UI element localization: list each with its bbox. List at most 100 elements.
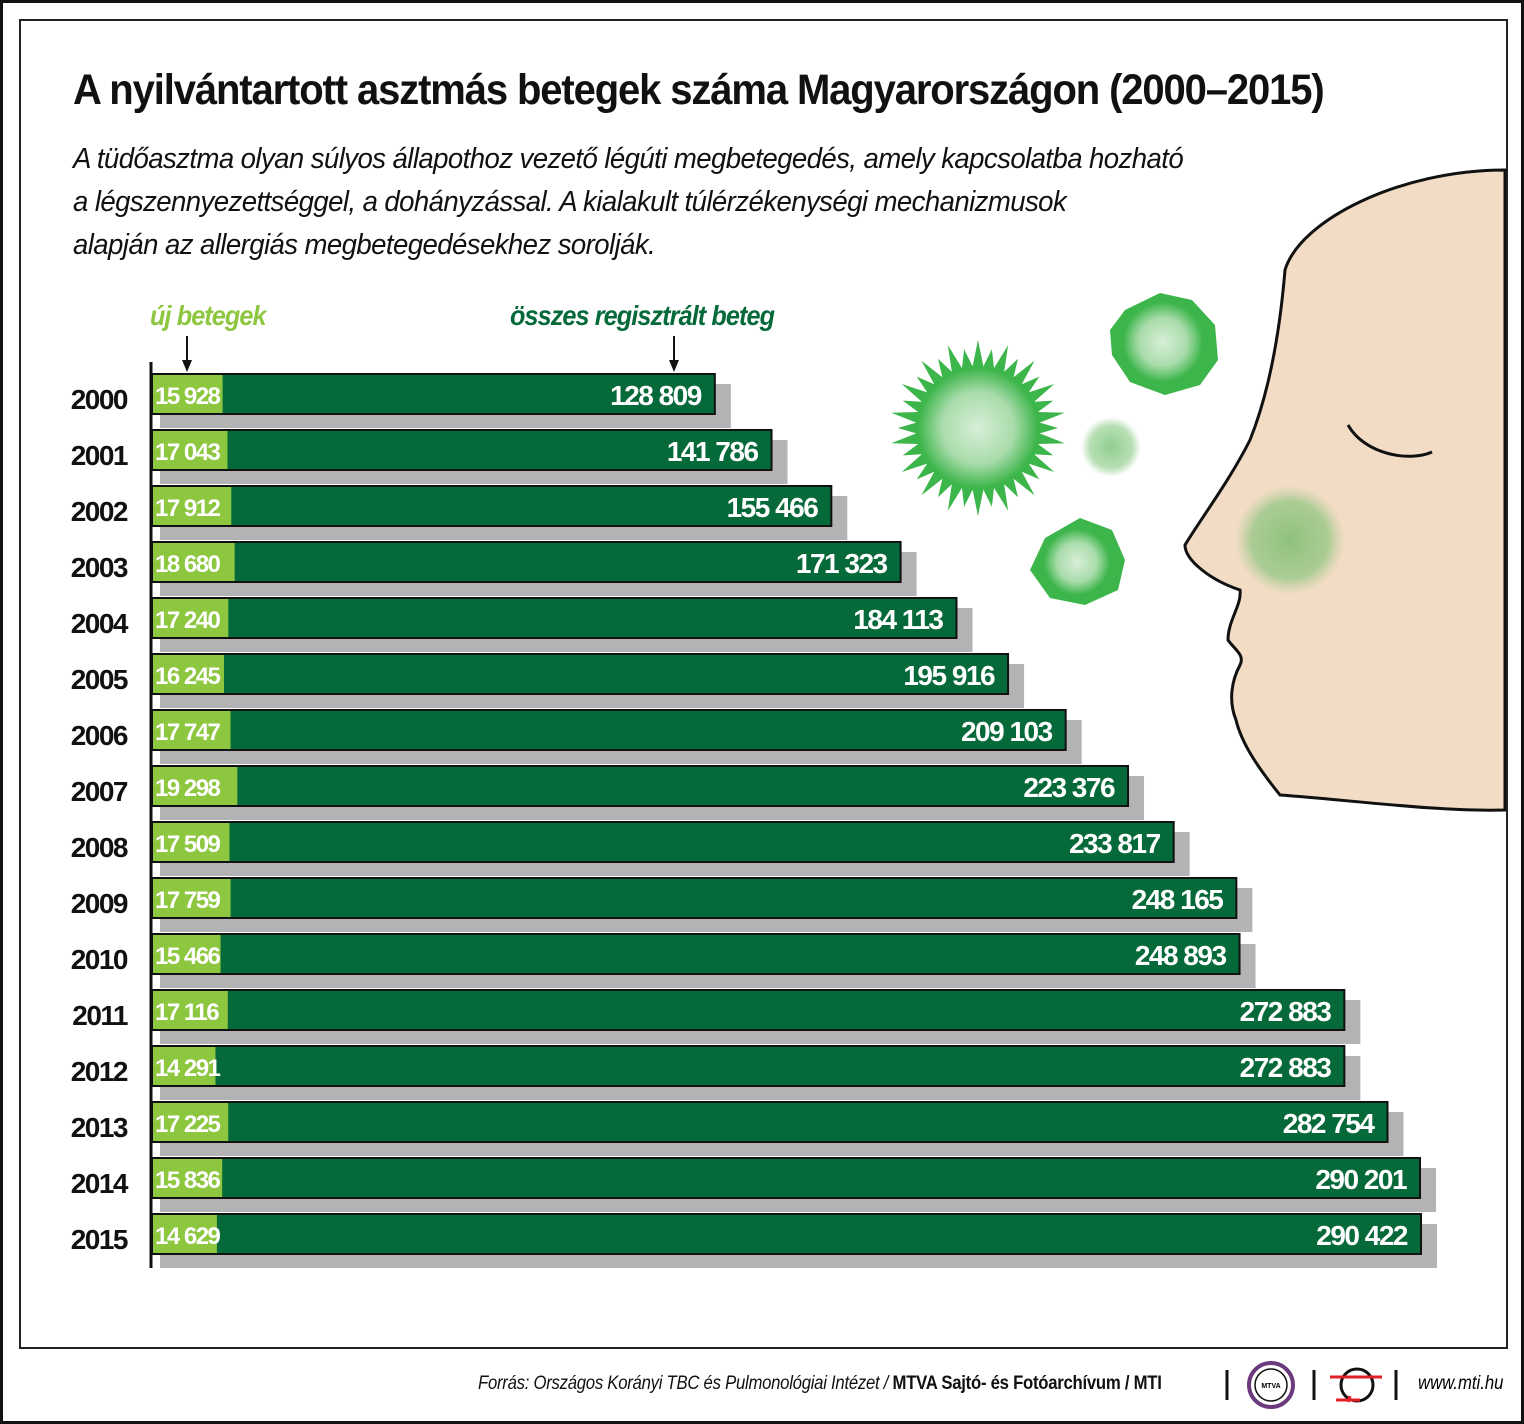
new-value-label: 14 291 bbox=[155, 1055, 221, 1082]
year-label: 2014 bbox=[71, 1168, 129, 1199]
bar-new bbox=[153, 767, 238, 805]
new-value-label: 17 747 bbox=[155, 719, 221, 746]
new-value-label: 17 759 bbox=[155, 887, 221, 914]
year-label: 2007 bbox=[71, 776, 128, 807]
year-label: 2004 bbox=[71, 608, 129, 639]
source-prefix: Forrás: Országos Korányi TBC és Pulmonol… bbox=[478, 1373, 893, 1394]
year-label: 2011 bbox=[72, 1000, 128, 1031]
mtva-logo: MTVA bbox=[1247, 1361, 1295, 1409]
bar-new bbox=[153, 1103, 229, 1141]
mti-logo bbox=[1330, 1367, 1382, 1403]
bar-total bbox=[151, 373, 716, 415]
legend-total-patients: összes regisztrált beteg bbox=[510, 300, 775, 331]
bar-new bbox=[153, 487, 232, 525]
new-value-label: 14 629 bbox=[155, 1223, 221, 1250]
bar-total bbox=[151, 1101, 1389, 1143]
bar-new bbox=[153, 711, 231, 749]
total-value-label: 248 893 bbox=[1135, 940, 1227, 971]
bar-new bbox=[153, 879, 231, 917]
bar-new bbox=[153, 935, 221, 973]
total-value-label: 290 201 bbox=[1315, 1164, 1407, 1195]
total-value-label: 282 754 bbox=[1283, 1108, 1376, 1139]
bar-new bbox=[153, 1047, 216, 1085]
year-label: 2010 bbox=[71, 944, 128, 975]
subtitle-line: A tüdőasztma olyan súlyos állapothoz vez… bbox=[73, 143, 1184, 175]
bar-total bbox=[151, 485, 833, 527]
subtitle-line: a légszennyezettséggel, a dohányzással. … bbox=[73, 186, 1067, 218]
total-value-label: 223 376 bbox=[1023, 772, 1115, 803]
total-value-label: 272 883 bbox=[1240, 1052, 1332, 1083]
bar-new bbox=[153, 543, 235, 581]
new-value-label: 17 225 bbox=[155, 1111, 221, 1138]
legend-new-patients: új betegek bbox=[150, 300, 267, 331]
bar-new bbox=[153, 431, 228, 469]
new-value-label: 17 912 bbox=[155, 495, 221, 522]
new-value-label: 15 466 bbox=[155, 943, 221, 970]
inner-frame bbox=[19, 19, 1508, 1349]
year-label: 2008 bbox=[71, 832, 128, 863]
total-value-label: 155 466 bbox=[727, 492, 819, 523]
bar-total bbox=[151, 1157, 1422, 1199]
new-value-label: 19 298 bbox=[155, 775, 221, 802]
page-title: A nyilvántartott asztmás betegek száma M… bbox=[73, 66, 1325, 114]
cheek-blush bbox=[1235, 485, 1345, 595]
year-label: 2009 bbox=[71, 888, 128, 919]
total-value-label: 248 165 bbox=[1132, 884, 1224, 915]
bar-new bbox=[153, 991, 228, 1029]
year-label: 2001 bbox=[71, 440, 128, 471]
total-value-label: 171 323 bbox=[796, 548, 888, 579]
year-label: 2015 bbox=[71, 1224, 128, 1255]
new-value-label: 17 240 bbox=[155, 607, 221, 634]
bar-total bbox=[151, 765, 1130, 807]
subtitle: A tüdőasztma olyan súlyos állapothoz vez… bbox=[73, 138, 1184, 267]
bar-chart: 2000 128 809 15 928 2001 141 786 17 043 2002 15… bbox=[71, 373, 1437, 1268]
bar-total bbox=[151, 709, 1067, 751]
total-value-label: 195 916 bbox=[903, 660, 995, 691]
year-label: 2006 bbox=[71, 720, 128, 751]
bar-total bbox=[151, 821, 1175, 863]
subtitle-line: alapján az allergiás megbetegedésekhez s… bbox=[73, 229, 656, 261]
new-value-label: 17 116 bbox=[155, 999, 219, 1026]
bar-new bbox=[153, 1215, 217, 1253]
new-value-label: 15 928 bbox=[155, 383, 221, 410]
total-value-label: 290 422 bbox=[1316, 1220, 1408, 1251]
mtva-logo-text: MTVA bbox=[1261, 1383, 1280, 1390]
total-value-label: 233 817 bbox=[1069, 828, 1161, 859]
total-value-label: 128 809 bbox=[610, 380, 702, 411]
bar-total bbox=[151, 541, 902, 583]
spiky-germ-icon bbox=[891, 340, 1065, 516]
bar-new bbox=[153, 655, 224, 693]
year-label: 2002 bbox=[71, 496, 128, 527]
bar-new bbox=[153, 823, 230, 861]
bar-total bbox=[151, 1045, 1346, 1087]
bar-total bbox=[151, 877, 1238, 919]
bar-new bbox=[153, 599, 229, 637]
new-value-label: 17 043 bbox=[155, 439, 221, 466]
bar-total bbox=[151, 989, 1346, 1031]
year-label: 2000 bbox=[71, 384, 128, 415]
year-label: 2005 bbox=[71, 664, 128, 695]
bar-new bbox=[153, 1159, 223, 1197]
closed-eye bbox=[1346, 424, 1433, 458]
website-link[interactable]: www.mti.hu bbox=[1418, 1373, 1504, 1394]
source-text: Forrás: Országos Korányi TBC és Pulmonol… bbox=[478, 1373, 1162, 1395]
year-label: 2013 bbox=[71, 1112, 128, 1143]
legend-arrow-new bbox=[182, 336, 192, 372]
new-value-label: 18 680 bbox=[155, 551, 221, 578]
legend-arrow-total bbox=[669, 336, 679, 372]
bar-total bbox=[151, 1213, 1422, 1255]
total-value-label: 209 103 bbox=[961, 716, 1053, 747]
new-value-label: 15 836 bbox=[155, 1167, 221, 1194]
new-value-label: 17 509 bbox=[155, 831, 221, 858]
bar-total bbox=[151, 597, 958, 639]
source-agency: MTVA Sajtó- és Fotóarchívum / MTI bbox=[892, 1373, 1162, 1394]
bar-total bbox=[151, 933, 1241, 975]
bar-new bbox=[153, 375, 223, 413]
year-label: 2012 bbox=[71, 1056, 128, 1087]
total-value-label: 272 883 bbox=[1240, 996, 1332, 1027]
total-value-label: 184 113 bbox=[853, 604, 943, 635]
small-germ-icon bbox=[1081, 417, 1141, 477]
total-value-label: 141 786 bbox=[667, 436, 759, 467]
